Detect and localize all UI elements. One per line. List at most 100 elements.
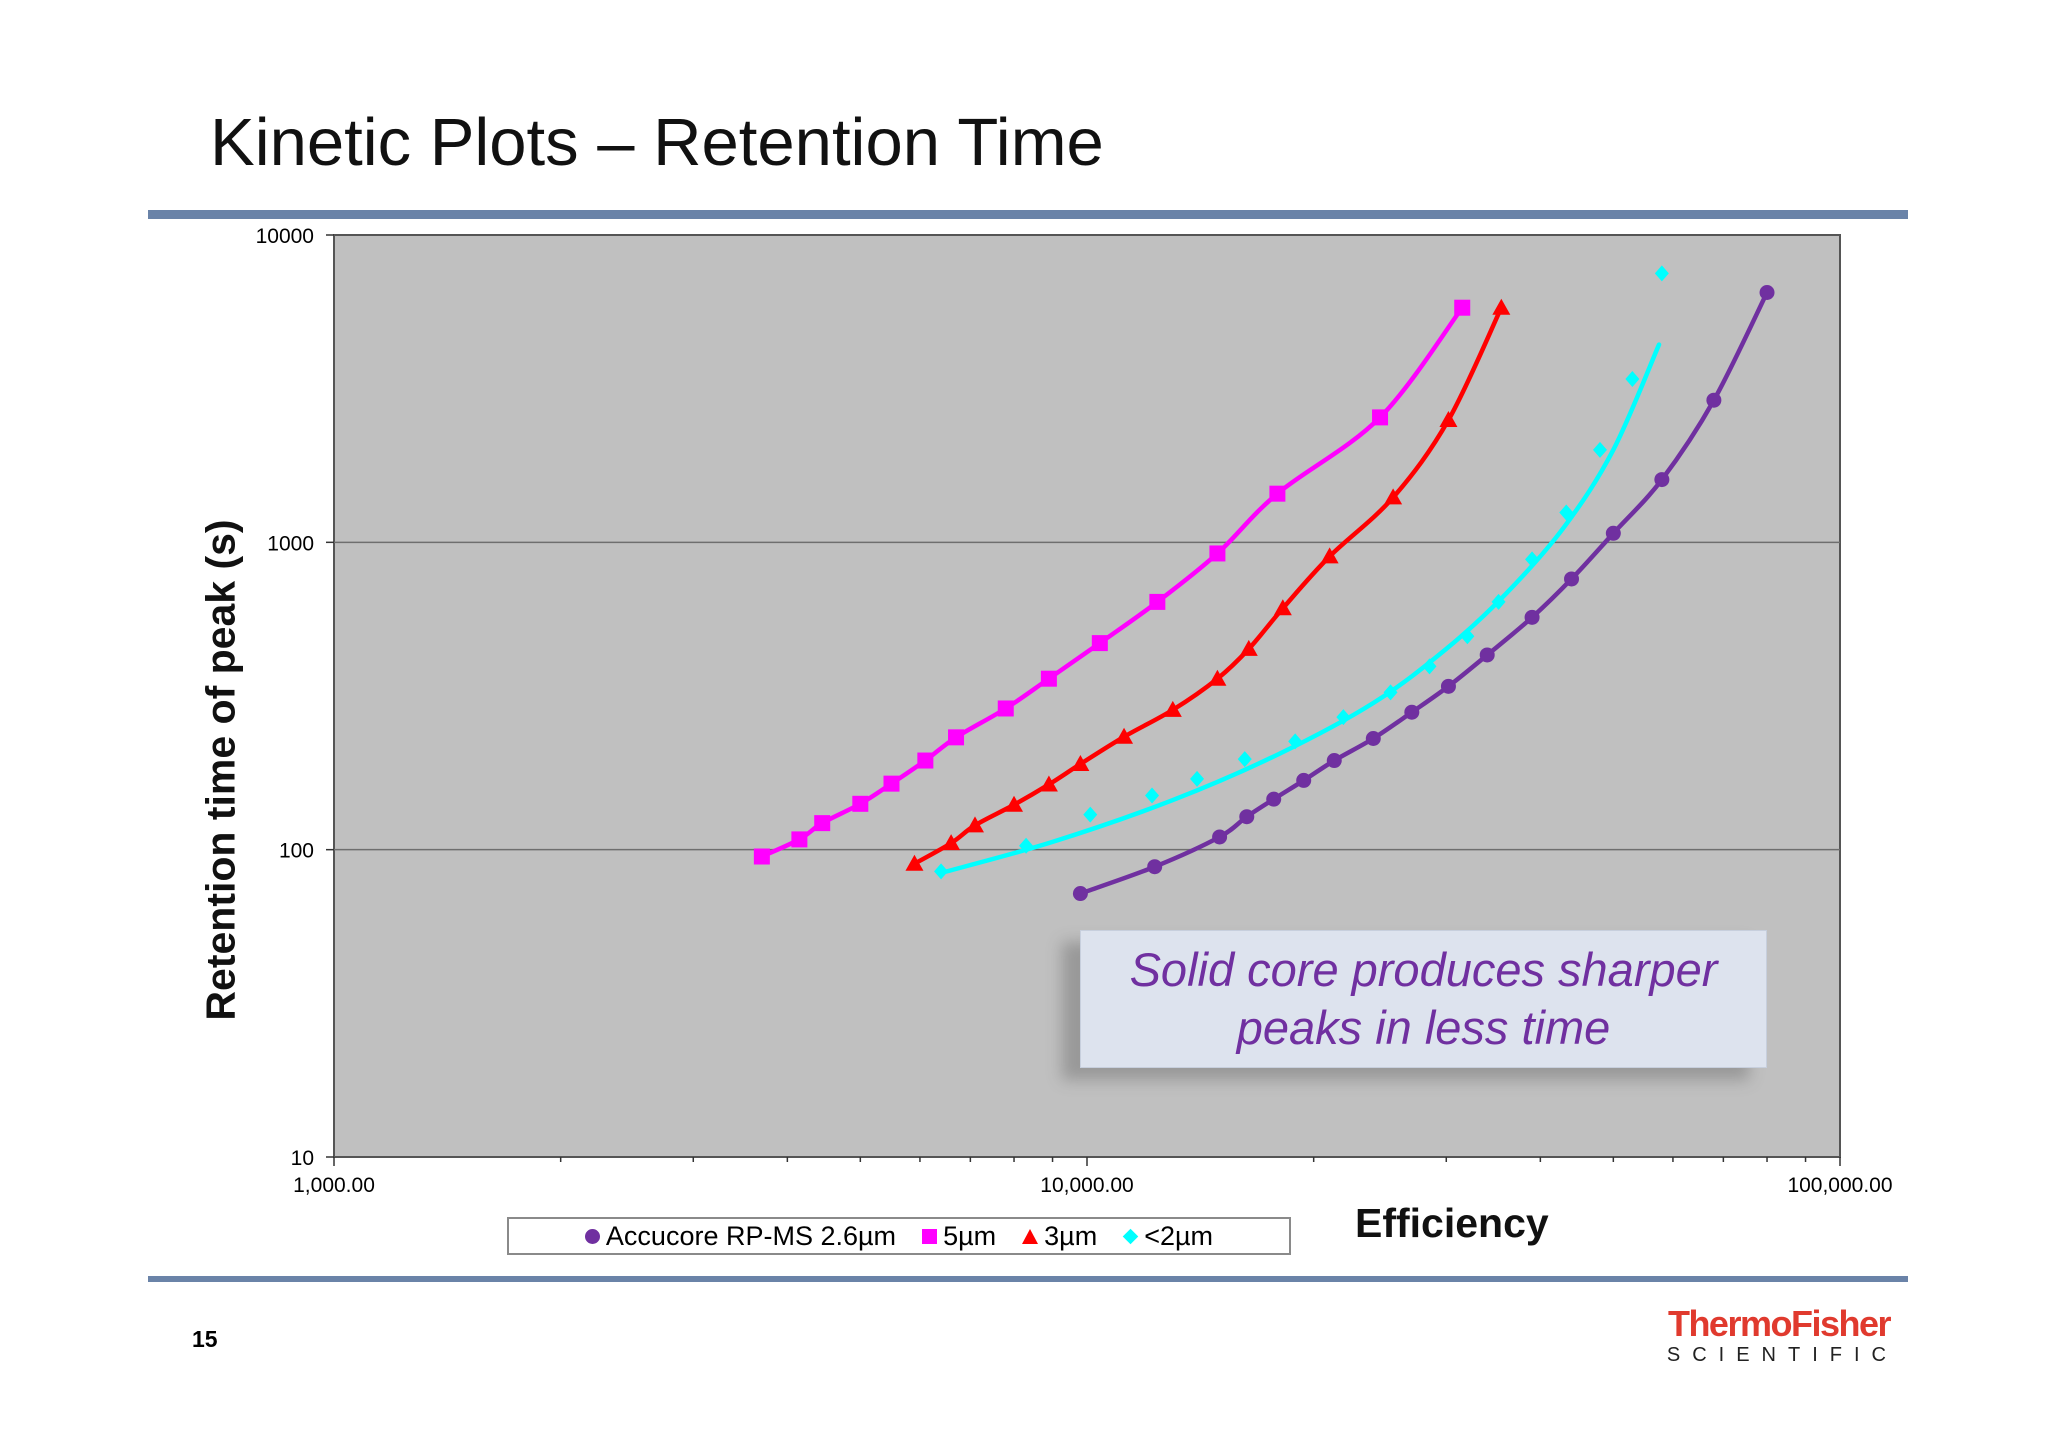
x-tick-label: 10,000.00 xyxy=(1040,1174,1133,1197)
kinetic-plot-chart: 10 100 1000 10000 1,000.00 10,000.00 100,000.0… xyxy=(256,225,1893,1197)
point-3um xyxy=(1439,411,1458,428)
legend-label: 5µm xyxy=(943,1220,997,1251)
trend-line-sub2um xyxy=(938,342,1662,876)
point-3um xyxy=(1208,669,1227,686)
point-3um xyxy=(905,854,924,871)
point-accucore xyxy=(1072,886,1088,902)
callout-text: Solid core produces sharper peaks in les… xyxy=(1129,943,1718,1054)
triangle-marker-icon xyxy=(1022,1228,1039,1244)
point-accucore xyxy=(1296,772,1312,788)
point-5um xyxy=(883,775,900,792)
footer-divider xyxy=(148,1276,1908,1282)
point-sub2um xyxy=(1460,628,1475,645)
legend-item-sub2um: <2µm xyxy=(1122,1220,1214,1252)
point-accucore xyxy=(1239,809,1255,825)
point-3um xyxy=(965,816,984,833)
point-5um xyxy=(1091,635,1108,652)
point-3um xyxy=(942,834,961,851)
axis-ticks: 10 100 1000 10000 1,000.00 10,000.00 100,000.0… xyxy=(256,225,1893,1197)
point-5um xyxy=(997,700,1014,717)
point-sub2um xyxy=(1019,837,1034,854)
point-sub2um xyxy=(1654,265,1669,282)
thermo-fisher-logo: ThermoFisher SCIENTIFIC xyxy=(1640,1303,1892,1368)
point-3um xyxy=(1492,298,1511,315)
y-tick-label: 1000 xyxy=(267,532,314,555)
point-accucore xyxy=(1654,472,1670,488)
point-accucore xyxy=(1365,730,1381,746)
page-number: 15 xyxy=(192,1326,218,1352)
point-5um xyxy=(1209,545,1226,562)
point-5um xyxy=(852,795,869,812)
point-sub2um xyxy=(1625,370,1640,387)
legend-item-5um: 5µm xyxy=(922,1221,996,1252)
point-accucore xyxy=(1326,753,1342,769)
point-3um xyxy=(1071,754,1090,771)
point-5um xyxy=(753,848,770,865)
point-5um xyxy=(814,815,831,832)
point-accucore xyxy=(1605,525,1621,541)
slide-title: Kinetic Plots – Retention Time xyxy=(210,105,1104,180)
series-group xyxy=(753,265,1775,902)
callout-box: Solid core produces sharper peaks in les… xyxy=(1080,930,1767,1068)
point-3um xyxy=(1115,727,1134,744)
point-3um xyxy=(1384,488,1403,505)
point-5um xyxy=(1149,593,1166,610)
y-tick-label: 100 xyxy=(279,840,314,863)
legend-label: 3µm xyxy=(1044,1220,1098,1251)
point-sub2um xyxy=(1525,551,1540,568)
square-marker-icon xyxy=(922,1228,938,1244)
y-tick-label: 10000 xyxy=(256,225,314,248)
point-sub2um xyxy=(1559,504,1574,521)
point-sub2um xyxy=(1190,770,1205,787)
point-accucore xyxy=(1440,678,1456,694)
point-3um xyxy=(1273,599,1292,616)
point-sub2um xyxy=(1422,658,1437,675)
legend-label: Accucore RP-MS 2.6µm xyxy=(605,1220,897,1251)
logo-sub: SCIENTIFIC xyxy=(1666,1344,1898,1366)
title-divider xyxy=(148,210,1908,219)
x-axis-title: Efficiency xyxy=(1355,1200,1549,1246)
point-3um xyxy=(1239,639,1258,656)
point-accucore xyxy=(1404,704,1420,720)
point-5um xyxy=(1454,299,1471,316)
trend-line-5um xyxy=(759,305,1465,859)
point-accucore xyxy=(1266,791,1282,807)
point-accucore xyxy=(1524,609,1540,625)
point-sub2um xyxy=(1491,593,1506,610)
point-3um xyxy=(1163,700,1182,717)
point-5um xyxy=(917,752,934,769)
x-tick-label: 1,000.00 xyxy=(293,1174,375,1197)
logo-name: ThermoFisher xyxy=(1667,1303,1892,1344)
point-accucore xyxy=(1147,859,1163,875)
point-accucore xyxy=(1479,647,1495,663)
point-sub2um xyxy=(1083,806,1098,823)
y-axis-title: Retention time of peak (s) xyxy=(197,519,244,1021)
y-tick-label: 10 xyxy=(291,1147,314,1170)
legend-item-3um: 3µm xyxy=(1022,1221,1097,1252)
circle-marker-icon xyxy=(584,1228,600,1244)
gridlines xyxy=(334,541,1840,851)
point-5um xyxy=(1269,485,1286,502)
point-accucore xyxy=(1564,571,1580,587)
point-sub2um xyxy=(1288,733,1303,750)
point-3um xyxy=(1039,775,1058,792)
point-accucore xyxy=(1212,829,1228,845)
point-3um xyxy=(1005,795,1024,812)
point-3um xyxy=(1320,547,1339,564)
point-sub2um xyxy=(1237,751,1252,768)
legend-item-accucore: Accucore RP-MS 2.6µm xyxy=(584,1220,897,1252)
point-5um xyxy=(1372,409,1389,426)
x-tick-label: 100,000.00 xyxy=(1787,1174,1892,1197)
legend-label: <2µm xyxy=(1144,1220,1214,1251)
chart-legend: Accucore RP-MS 2.6µm 5µm 3µm <2µm xyxy=(507,1217,1291,1255)
point-accucore xyxy=(1706,392,1722,408)
point-sub2um xyxy=(1592,441,1607,458)
point-sub2um xyxy=(1336,709,1351,726)
diamond-marker-icon xyxy=(1122,1228,1139,1244)
point-5um xyxy=(1040,670,1057,687)
point-5um xyxy=(791,831,808,848)
point-5um xyxy=(948,729,965,746)
point-sub2um xyxy=(1145,787,1160,804)
point-accucore xyxy=(1759,284,1775,300)
point-sub2um xyxy=(1383,684,1398,701)
